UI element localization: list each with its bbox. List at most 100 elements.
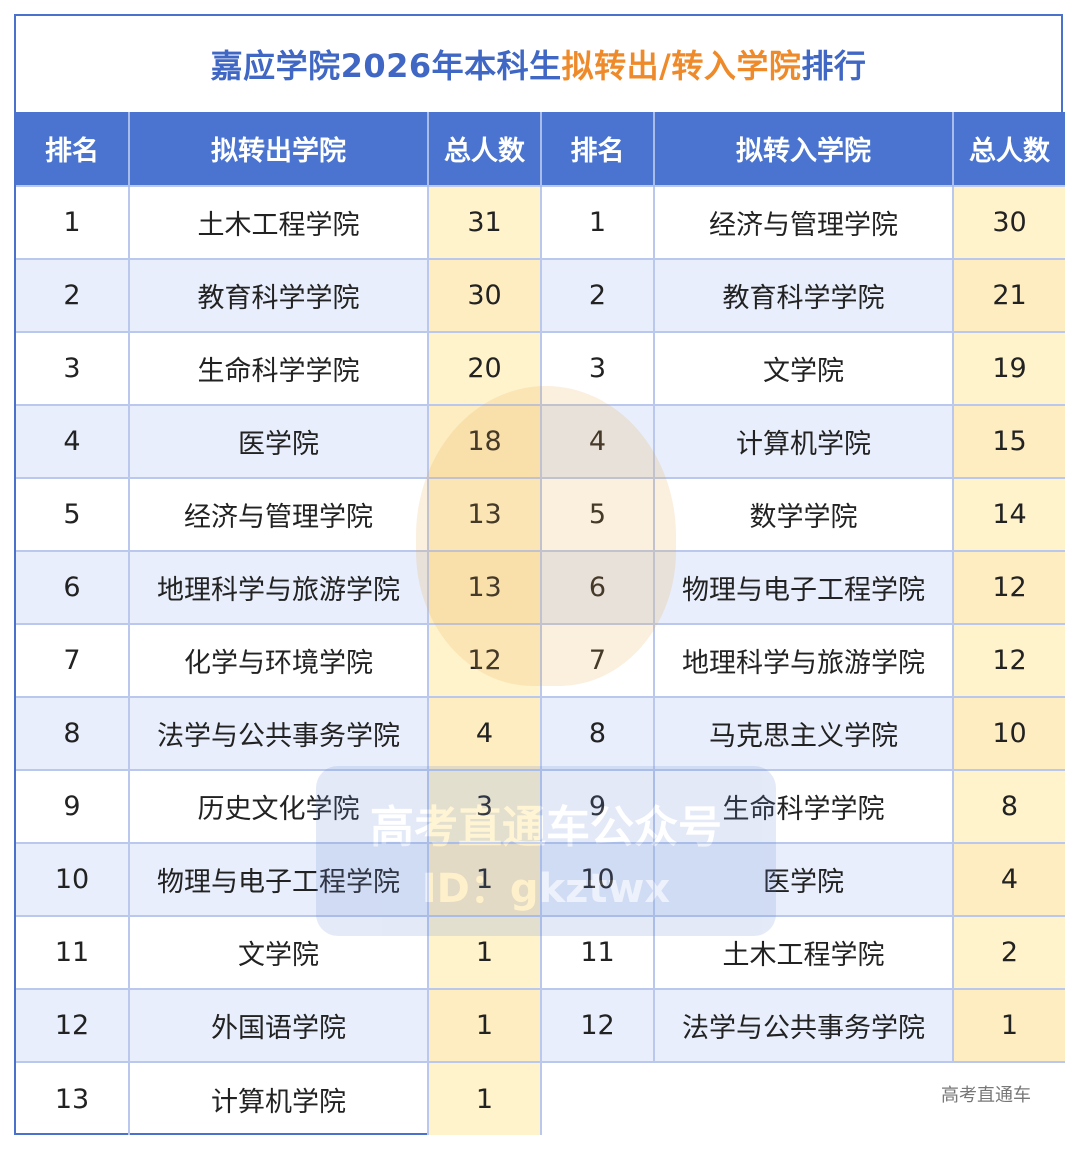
out-count-cell: 3 [428,769,542,843]
title-part-3: 排行 [801,47,867,85]
in-rank-cell: 11 [541,915,655,989]
out-college-cell: 化学与环境学院 [129,623,429,697]
table-row: 5 经济与管理学院 13 5 数学学院 14 [16,477,1065,551]
in-rank-cell: 4 [541,404,655,478]
out-rank-cell: 3 [16,331,130,405]
in-college-cell: 生命科学学院 [654,769,954,843]
out-count-cell: 31 [428,185,542,259]
out-college-cell: 医学院 [129,404,429,478]
title-part-1: 嘉应学院2026年本科生 [210,47,562,85]
out-rank-cell: 1 [16,185,130,259]
out-count-cell: 13 [428,550,542,624]
out-count-cell: 1 [428,988,542,1062]
out-rank-cell: 8 [16,696,130,770]
out-college-cell: 外国语学院 [129,988,429,1062]
out-count-cell: 30 [428,258,542,332]
in-college-cell: 马克思主义学院 [654,696,954,770]
table-row: 1 土木工程学院 31 1 经济与管理学院 30 [16,185,1065,259]
in-rank-cell: 8 [541,696,655,770]
in-count-cell: 30 [953,185,1065,259]
in-count-cell: 4 [953,842,1065,916]
out-rank-cell: 4 [16,404,130,478]
header-row: 排名 拟转出学院 总人数 排名 拟转入学院 总人数 [16,112,1065,186]
table-row: 3 生命科学学院 20 3 文学院 19 [16,331,1065,405]
out-rank-cell: 11 [16,915,130,989]
in-rank-cell: 9 [541,769,655,843]
in-rank-cell: 5 [541,477,655,551]
out-rank-cell: 12 [16,988,130,1062]
out-rank-cell: 9 [16,769,130,843]
in-college-cell: 教育科学学院 [654,258,954,332]
in-rank-cell: 2 [541,258,655,332]
in-rank-cell: 12 [541,988,655,1062]
in-college-cell: 地理科学与旅游学院 [654,623,954,697]
header-out-count: 总人数 [428,112,542,186]
in-count-cell: 12 [953,550,1065,624]
in-count-cell: 21 [953,258,1065,332]
out-college-cell: 计算机学院 [129,1061,429,1135]
out-college-cell: 经济与管理学院 [129,477,429,551]
table-row: 13 计算机学院 1 [16,1061,1065,1135]
ranking-card: 嘉应学院2026年本科生 拟转出/转入学院 排行 排名 拟转出学院 总人数 排名 拟… [14,14,1065,1135]
in-rank-cell: 3 [541,331,655,405]
header-out-college: 拟转出学院 [129,112,429,186]
table-row: 11 文学院 1 11 土木工程学院 2 [16,915,1065,989]
out-count-cell: 1 [428,915,542,989]
in-count-cell: 14 [953,477,1065,551]
header-in-rank: 排名 [541,112,655,186]
out-college-cell: 土木工程学院 [129,185,429,259]
out-college-cell: 历史文化学院 [129,769,429,843]
out-rank-cell: 2 [16,258,130,332]
in-college-cell: 物理与电子工程学院 [654,550,954,624]
header-in-college: 拟转入学院 [654,112,954,186]
out-college-cell: 教育科学学院 [129,258,429,332]
table-row: 12 外国语学院 1 12 法学与公共事务学院 1 [16,988,1065,1062]
out-count-cell: 13 [428,477,542,551]
out-rank-cell: 5 [16,477,130,551]
in-count-cell: 12 [953,623,1065,697]
in-rank-cell: 6 [541,550,655,624]
out-count-cell: 1 [428,842,542,916]
header-out-rank: 排名 [16,112,130,186]
out-college-cell: 物理与电子工程学院 [129,842,429,916]
in-rank-cell: 1 [541,185,655,259]
out-count-cell: 1 [428,1061,542,1135]
table-row: 9 历史文化学院 3 9 生命科学学院 8 [16,769,1065,843]
in-count-cell: 19 [953,331,1065,405]
in-count-cell: 15 [953,404,1065,478]
table-row: 2 教育科学学院 30 2 教育科学学院 21 [16,258,1065,332]
table-row: 10 物理与电子工程学院 1 10 医学院 4 [16,842,1065,916]
out-college-cell: 生命科学学院 [129,331,429,405]
in-college-cell: 计算机学院 [654,404,954,478]
credit-label: 高考直通车 [941,1085,1031,1106]
table-row: 4 医学院 18 4 计算机学院 15 [16,404,1065,478]
in-rank-cell: 10 [541,842,655,916]
out-rank-cell: 7 [16,623,130,697]
out-rank-cell: 6 [16,550,130,624]
empty-cell [541,1061,1065,1135]
table-row: 7 化学与环境学院 12 7 地理科学与旅游学院 12 [16,623,1065,697]
out-college-cell: 文学院 [129,915,429,989]
out-rank-cell: 13 [16,1061,130,1135]
table-row: 6 地理科学与旅游学院 13 6 物理与电子工程学院 12 [16,550,1065,624]
page-title: 嘉应学院2026年本科生 拟转出/转入学院 排行 [16,16,1061,112]
in-college-cell: 土木工程学院 [654,915,954,989]
in-college-cell: 法学与公共事务学院 [654,988,954,1062]
in-college-cell: 文学院 [654,331,954,405]
out-college-cell: 法学与公共事务学院 [129,696,429,770]
in-count-cell: 2 [953,915,1065,989]
title-part-2: 拟转出/转入学院 [561,47,802,85]
header-in-count: 总人数 [953,112,1065,186]
in-college-cell: 医学院 [654,842,954,916]
out-rank-cell: 10 [16,842,130,916]
out-count-cell: 4 [428,696,542,770]
table-row: 8 法学与公共事务学院 4 8 马克思主义学院 10 [16,696,1065,770]
out-count-cell: 20 [428,331,542,405]
in-count-cell: 1 [953,988,1065,1062]
out-college-cell: 地理科学与旅游学院 [129,550,429,624]
in-college-cell: 数学学院 [654,477,954,551]
in-count-cell: 10 [953,696,1065,770]
ranking-table: 排名 拟转出学院 总人数 排名 拟转入学院 总人数 1 土木工程学院 31 1 经济与管… [16,112,1065,1135]
in-college-cell: 经济与管理学院 [654,185,954,259]
out-count-cell: 18 [428,404,542,478]
